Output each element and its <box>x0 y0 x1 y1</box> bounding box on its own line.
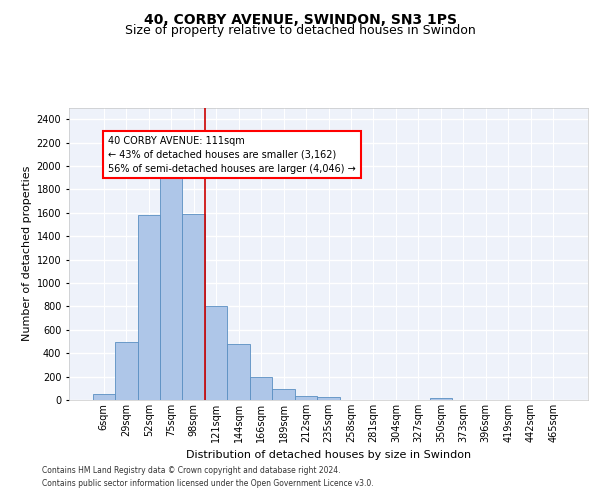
Bar <box>137 215 160 400</box>
Bar <box>115 342 137 400</box>
Bar <box>272 390 295 400</box>
Bar <box>430 398 452 400</box>
Bar <box>182 214 205 400</box>
Bar <box>317 397 340 400</box>
Bar <box>160 172 182 400</box>
Bar <box>250 376 272 400</box>
X-axis label: Distribution of detached houses by size in Swindon: Distribution of detached houses by size … <box>186 450 471 460</box>
Bar <box>227 344 250 400</box>
Text: 40 CORBY AVENUE: 111sqm
← 43% of detached houses are smaller (3,162)
56% of semi: 40 CORBY AVENUE: 111sqm ← 43% of detache… <box>109 136 356 173</box>
Bar <box>205 306 227 400</box>
Y-axis label: Number of detached properties: Number of detached properties <box>22 166 32 342</box>
Bar <box>92 394 115 400</box>
Text: Contains public sector information licensed under the Open Government Licence v3: Contains public sector information licen… <box>42 479 374 488</box>
Text: 40, CORBY AVENUE, SWINDON, SN3 1PS: 40, CORBY AVENUE, SWINDON, SN3 1PS <box>143 12 457 26</box>
Bar <box>295 396 317 400</box>
Text: Size of property relative to detached houses in Swindon: Size of property relative to detached ho… <box>125 24 475 37</box>
Text: Contains HM Land Registry data © Crown copyright and database right 2024.: Contains HM Land Registry data © Crown c… <box>42 466 341 475</box>
